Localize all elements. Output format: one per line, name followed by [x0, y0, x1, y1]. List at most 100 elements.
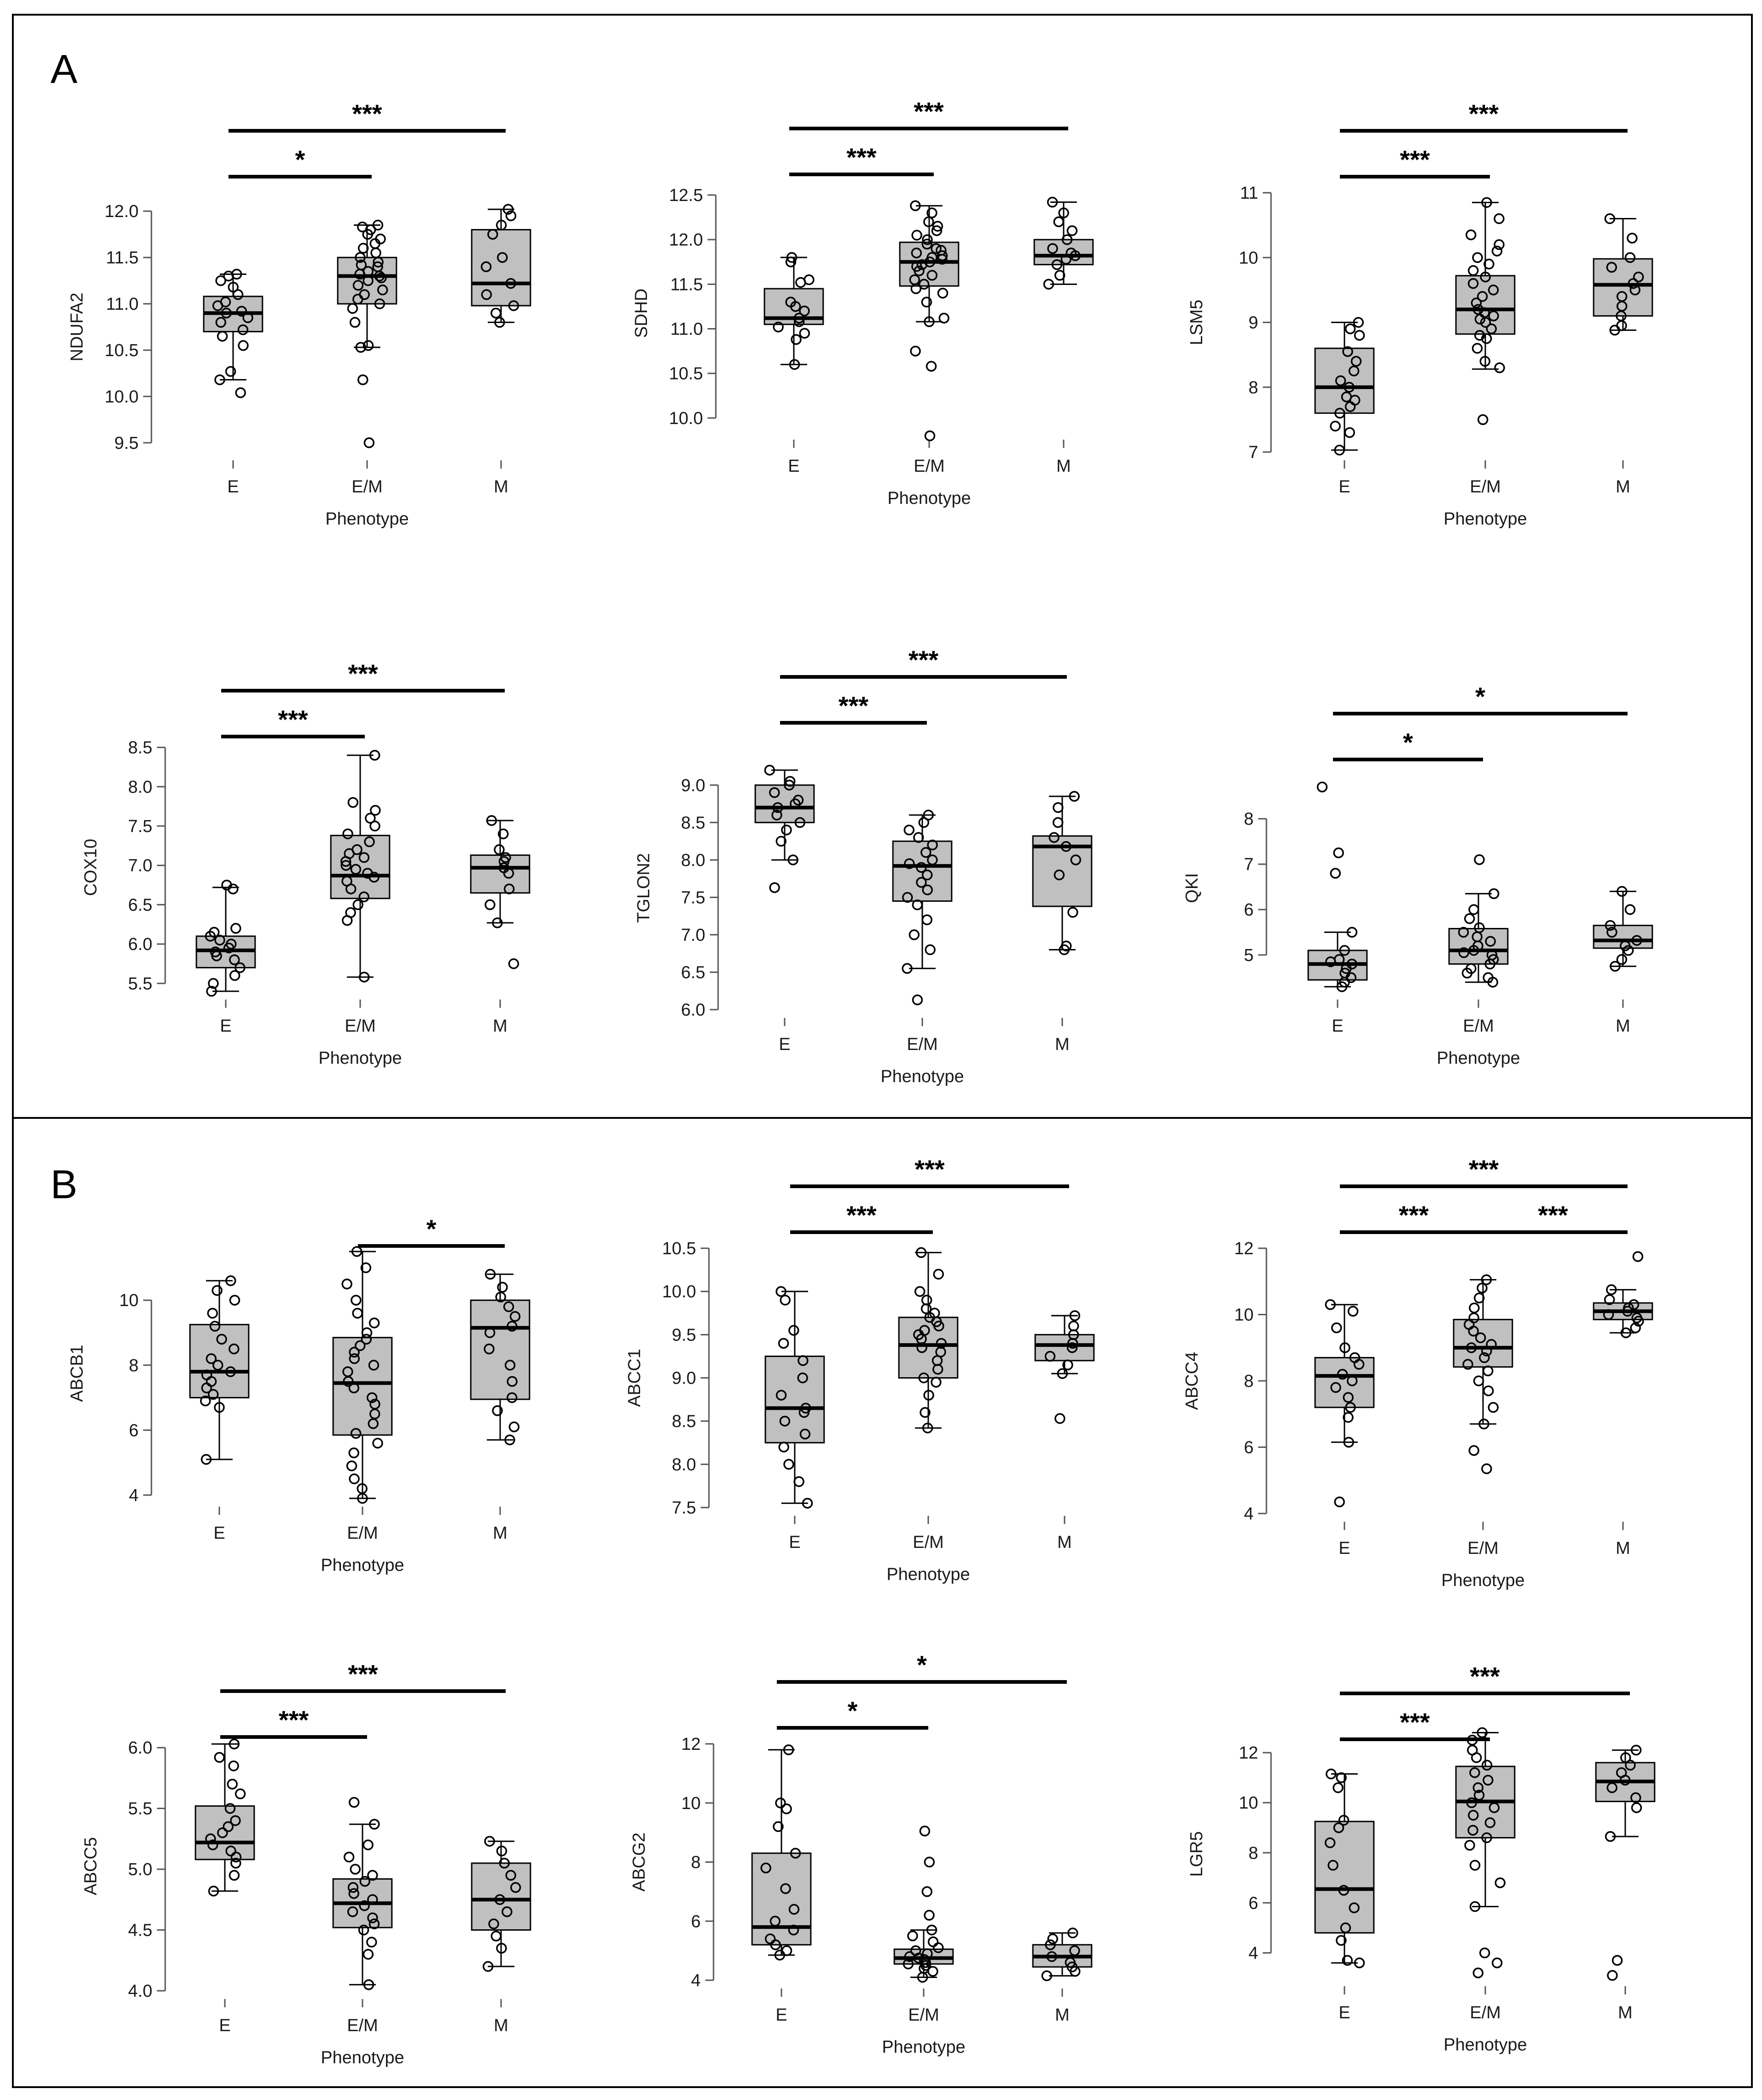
- data-point: [1473, 1292, 1485, 1304]
- data-point: [1484, 1817, 1496, 1828]
- data-point: [1468, 904, 1479, 915]
- y-tick-label: 6.0: [128, 935, 152, 954]
- data-point: [351, 1246, 362, 1257]
- y-tick-label: 6.5: [128, 895, 152, 915]
- data-point: [904, 1951, 915, 1962]
- data-point: [236, 306, 247, 317]
- data-point: [499, 1858, 510, 1869]
- x-tick-label: E/M: [345, 1016, 376, 1036]
- data-point: [227, 1778, 238, 1790]
- data-point: [1325, 1299, 1336, 1310]
- data-point: [1472, 1967, 1484, 1978]
- data-point: [1046, 1951, 1057, 1962]
- significance-label: ***: [1470, 1662, 1500, 1691]
- data-point: [507, 1392, 518, 1403]
- data-point: [1334, 445, 1345, 456]
- data-point: [208, 927, 220, 938]
- data-point: [1491, 246, 1503, 257]
- y-tick-label: 8: [1244, 810, 1254, 829]
- x-tick-label: E: [1338, 477, 1350, 497]
- data-point: [1067, 907, 1078, 918]
- data-point: [769, 1916, 781, 1927]
- data-point: [504, 1434, 515, 1446]
- data-point: [1326, 1768, 1337, 1780]
- x-tick-label: M: [1055, 1035, 1070, 1054]
- data-point: [217, 1827, 228, 1838]
- data-point: [363, 1979, 374, 1990]
- x-tick-label: M: [494, 477, 508, 497]
- data-point: [797, 1372, 809, 1384]
- y-tick-label: 5.0: [128, 1860, 152, 1879]
- data-point: [1464, 1840, 1475, 1851]
- data-point: [923, 810, 934, 821]
- data-point: [210, 946, 221, 958]
- data-point: [1068, 1320, 1079, 1332]
- data-point: [793, 1476, 804, 1487]
- data-point: [1631, 935, 1642, 946]
- y-tick-label: 6.0: [128, 1738, 152, 1758]
- data-point: [1494, 239, 1505, 250]
- data-point: [225, 1366, 236, 1377]
- data-point: [230, 1851, 242, 1863]
- data-point: [921, 914, 933, 926]
- y-tick-label: 10: [681, 1794, 701, 1813]
- data-point: [1486, 1339, 1497, 1350]
- y-tick-label: 8.0: [681, 851, 705, 870]
- data-point: [495, 1291, 506, 1302]
- x-tick-label: E: [789, 1533, 800, 1552]
- data-point: [358, 852, 370, 863]
- data-point: [1486, 323, 1497, 335]
- data-point: [781, 1945, 792, 1956]
- data-point: [200, 1395, 211, 1407]
- x-tick-label: E: [219, 2016, 230, 2035]
- data-point: [229, 1343, 240, 1355]
- data-point: [916, 862, 927, 873]
- data-point: [1347, 1306, 1359, 1317]
- data-point: [341, 876, 352, 887]
- data-point: [924, 1910, 935, 1921]
- x-tick-label: M: [1057, 1533, 1072, 1552]
- data-point: [799, 328, 810, 339]
- data-point: [931, 1377, 942, 1388]
- data-point: [788, 1924, 799, 1936]
- data-point: [348, 1888, 359, 1899]
- data-point: [1338, 1885, 1349, 1896]
- data-point: [221, 879, 232, 891]
- y-tick-label: 8: [691, 1853, 701, 1872]
- data-point: [207, 1839, 218, 1850]
- data-point: [929, 1307, 940, 1319]
- data-point: [916, 877, 927, 888]
- data-point: [770, 1939, 781, 1950]
- data-point: [347, 303, 358, 314]
- y-tick-label: 7.5: [128, 817, 152, 836]
- data-point: [1047, 1933, 1058, 1944]
- x-tick-label: M: [1616, 1016, 1630, 1036]
- y-tick-label: 12: [1234, 1239, 1254, 1258]
- x-axis-label: Phenotype: [887, 489, 971, 508]
- data-point: [1333, 1822, 1344, 1833]
- data-point: [362, 1949, 374, 1960]
- box-iqr: [1453, 1318, 1513, 1368]
- data-point: [230, 1815, 241, 1826]
- data-point: [783, 1459, 794, 1470]
- data-point: [1333, 954, 1345, 965]
- data-point: [492, 1405, 503, 1416]
- data-point: [1481, 1463, 1492, 1474]
- data-point: [365, 813, 376, 824]
- data-point: [792, 794, 804, 806]
- data-point: [1480, 271, 1491, 283]
- data-point: [359, 289, 370, 300]
- y-axis-label: NDUFA2: [67, 293, 87, 362]
- data-point: [1606, 1782, 1617, 1793]
- data-point: [1628, 1299, 1639, 1310]
- data-point: [1052, 817, 1064, 828]
- data-point: [1048, 832, 1059, 843]
- data-point: [1350, 356, 1362, 367]
- significance-label: ***: [838, 691, 869, 720]
- data-point: [226, 938, 237, 949]
- data-point: [1627, 233, 1638, 244]
- data-point: [351, 844, 362, 855]
- data-point: [791, 334, 802, 345]
- data-point: [1054, 869, 1065, 881]
- y-tick-label: 7.5: [681, 888, 705, 907]
